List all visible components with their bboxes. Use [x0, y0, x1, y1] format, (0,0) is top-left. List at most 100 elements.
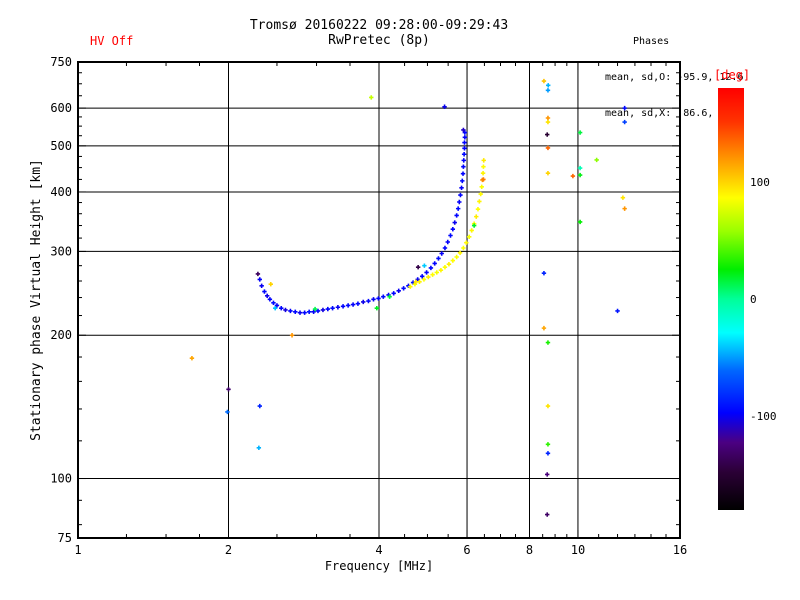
data-point [436, 256, 441, 261]
plot-frame [77, 61, 681, 539]
data-point [442, 264, 448, 270]
data-point [289, 333, 295, 338]
data-point [374, 305, 380, 311]
data-point [462, 130, 468, 135]
data-point [264, 293, 270, 299]
plot-title: Tromsø 20160222 09:28:00-09:29:43 [249, 18, 509, 33]
x-tick-label: 8 [526, 543, 533, 557]
title-block: Tromsø 20160222 09:28:00-09:29:43 RwPret… [78, 18, 680, 48]
data-point [622, 105, 627, 111]
data-point [460, 171, 466, 176]
data-point [256, 445, 262, 451]
y-tick-label: 750 [50, 55, 72, 69]
data-point [401, 286, 406, 291]
data-point [424, 270, 429, 275]
y-tick-label: 400 [50, 185, 72, 199]
data-point [274, 303, 280, 308]
data-point [481, 177, 486, 182]
data-point [320, 307, 326, 313]
data-point [458, 192, 463, 198]
data-point [455, 206, 461, 211]
data-point [415, 264, 421, 270]
data-point [408, 284, 413, 289]
data-point [189, 355, 195, 361]
data-point [462, 135, 468, 140]
data-point [369, 95, 374, 100]
data-point [438, 267, 444, 273]
data-point [396, 288, 401, 293]
data-point [594, 157, 599, 163]
data-point [545, 451, 551, 456]
data-point [445, 239, 450, 245]
data-point [345, 303, 351, 308]
data-point [325, 306, 331, 312]
data-point [371, 297, 376, 302]
data-point [479, 184, 484, 190]
data-point [461, 245, 466, 251]
data-point [545, 512, 550, 517]
data-point [376, 296, 381, 301]
data-point [464, 240, 469, 245]
colorbar-tick-label: -100 [750, 410, 777, 424]
data-point [469, 228, 474, 233]
data-point [350, 302, 356, 307]
phases-o-stats: mean, sd,O: -95.9, 12.6 [605, 72, 744, 83]
data-point [545, 88, 551, 93]
y-tick-label: 75 [58, 531, 72, 545]
data-point [541, 325, 547, 331]
data-point [545, 170, 551, 176]
data-point [415, 277, 420, 282]
data-point [442, 245, 448, 251]
data-point [306, 309, 312, 315]
colorbar-tick-label: 0 [750, 293, 757, 306]
data-point [340, 304, 346, 309]
y-axis-title: Stationary phase Virtual Height [km] [29, 159, 44, 441]
data-point [311, 309, 316, 315]
data-point [426, 274, 431, 280]
data-point [545, 472, 550, 477]
data-point [481, 158, 486, 163]
data-point [267, 297, 273, 302]
data-point [478, 191, 483, 197]
data-point [312, 306, 318, 312]
data-point [421, 277, 427, 282]
data-point [541, 78, 547, 84]
data-point [381, 294, 386, 299]
data-point [461, 127, 466, 133]
colorbar-unit-label: [deg] [714, 68, 751, 82]
data-point [288, 308, 293, 314]
data-point [545, 132, 550, 137]
data-point [297, 310, 303, 315]
data-point [460, 178, 465, 184]
data-point [622, 119, 627, 125]
data-point [546, 83, 551, 88]
colorbar [718, 88, 744, 510]
data-point [302, 310, 307, 315]
colorbar-tick-label: 100 [750, 175, 770, 189]
data-point [454, 213, 459, 218]
data-point [259, 283, 264, 289]
data-point [257, 277, 262, 282]
data-point [413, 279, 419, 284]
data-point [412, 282, 418, 287]
data-point [283, 307, 288, 313]
data-point [361, 299, 366, 305]
data-point [430, 272, 435, 277]
data-point [545, 442, 551, 447]
data-point [570, 173, 576, 179]
data-point [255, 271, 261, 277]
data-point [335, 305, 341, 310]
data-point [355, 301, 361, 306]
data-point [448, 233, 453, 238]
data-point [477, 199, 482, 204]
data-point [461, 152, 467, 157]
data-point [366, 298, 371, 304]
data-point [471, 223, 477, 228]
data-point [481, 164, 486, 169]
data-point [387, 294, 392, 299]
data-point [577, 172, 583, 178]
x-tick-label: 10 [571, 543, 585, 557]
phases-heading: Phases [633, 36, 670, 47]
y-tick-label: 600 [50, 101, 72, 115]
data-point [545, 403, 551, 409]
